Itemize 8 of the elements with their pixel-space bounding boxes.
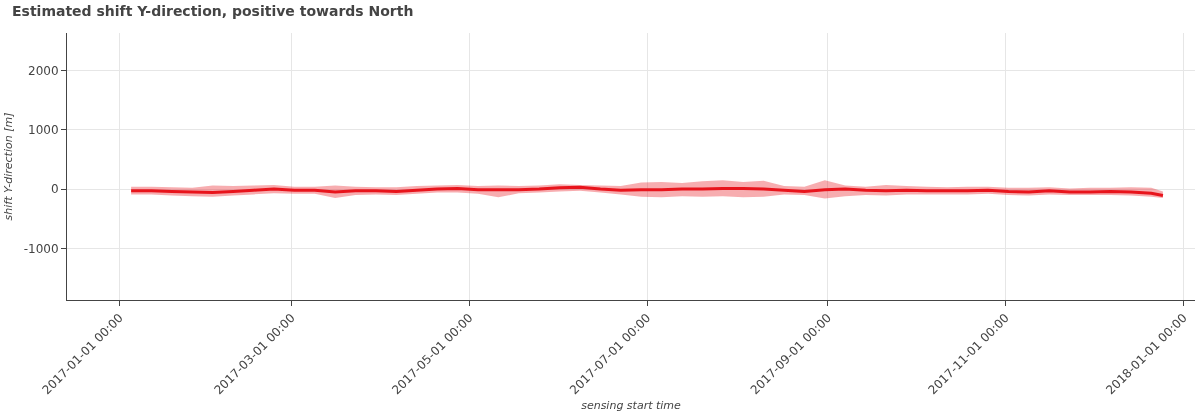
y-tick-label: 1000 [28,122,59,137]
chart-title: Estimated shift Y-direction, positive towards North [12,2,414,19]
y-tick-label: 2000 [28,63,59,78]
line-series [129,185,1165,198]
y-tick-label: 0 [50,182,59,197]
y-tick-label: -1000 [23,241,59,256]
y-axis-title: shift Y-direction [m] [2,112,16,221]
x-axis-title: sensing start time [581,399,682,412]
